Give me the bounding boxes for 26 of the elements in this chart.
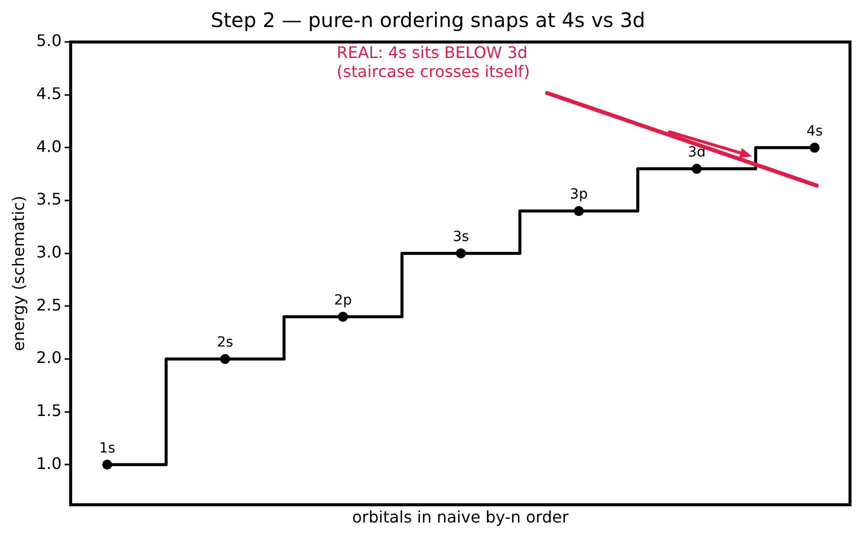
point	[692, 164, 702, 174]
point	[574, 206, 584, 216]
annotation: 3p	[570, 186, 588, 203]
annotation: 2s	[217, 334, 234, 351]
chart-title: Step 2 — pure-n ordering snaps at 4s vs 3d	[210, 8, 646, 32]
y-tick-label: 2.5	[36, 295, 62, 314]
y-tick-label: 4.0	[36, 136, 62, 156]
y-tick-label: 1.0	[36, 454, 62, 473]
point	[220, 354, 230, 364]
y-tick-label: 3.5	[36, 190, 62, 209]
point	[810, 142, 820, 153]
annotation: 3s	[452, 228, 470, 245]
annotation: REAL: 4s sits BELOW 3d (staircase crosses itself)	[336, 43, 530, 82]
annotation: 1s	[99, 440, 116, 456]
point	[456, 248, 466, 258]
y-tick-label: 4.5	[36, 84, 62, 103]
y-tick-label: 5.0	[36, 31, 62, 50]
y-tick-label: 1.5	[36, 400, 62, 420]
annotation: 2p	[334, 292, 352, 308]
y-tick-label: 2.0	[36, 348, 62, 368]
point	[338, 312, 348, 322]
y-tick-label: 3.0	[36, 242, 62, 262]
x-axis-title: orbitals in naive by-n order	[352, 508, 569, 527]
point	[102, 460, 112, 470]
y-axis-title: energy (schematic)	[8, 196, 28, 352]
annotation: 4s	[806, 123, 823, 140]
